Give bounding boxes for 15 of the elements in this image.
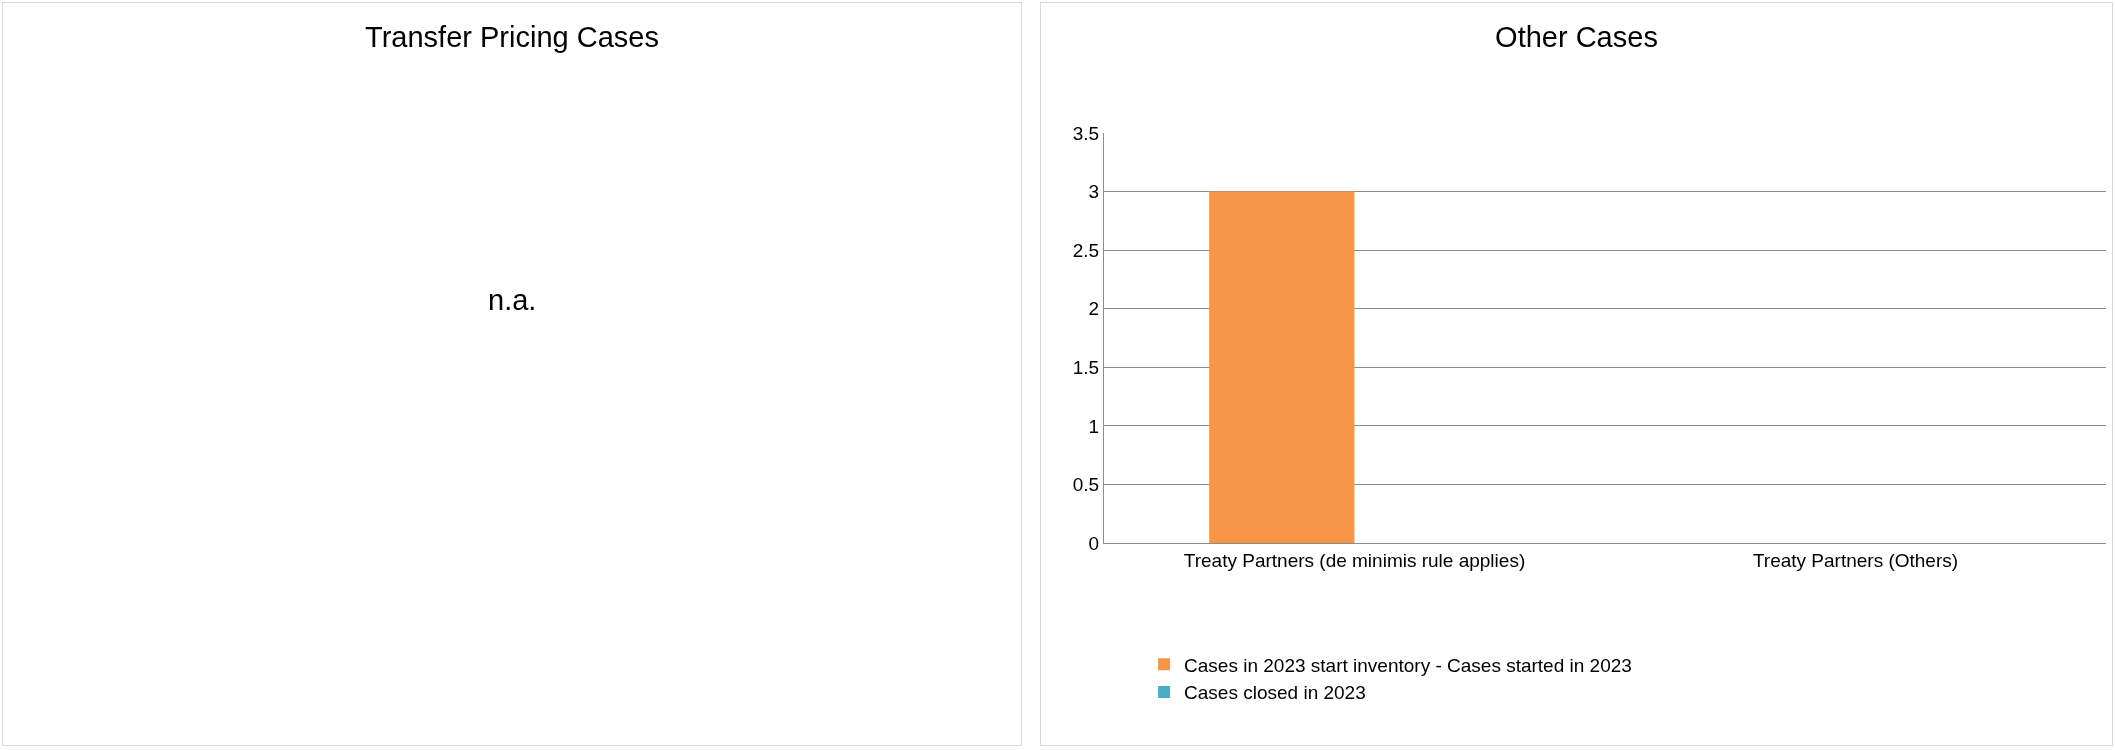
y-tick-label: 0.5 <box>1072 474 1100 496</box>
text: Transfer Pricing Cases <box>365 20 659 53</box>
y-tick-label: 0 <box>1088 532 1100 554</box>
chart-title: Other Cases <box>1495 20 1658 53</box>
x-tick-label: Treaty Partners (de minimis rule applies) <box>1183 549 1526 571</box>
y-tick-label: 2 <box>1088 298 1100 320</box>
y-tick-label: 1.5 <box>1072 356 1100 378</box>
y-tick-label: 3 <box>1088 181 1100 203</box>
y-tick-label: 1 <box>1088 415 1100 437</box>
legend-label: Cases in 2023 start inventory - Cases started in 2023 <box>1184 654 1632 676</box>
y-tick-label: 3.5 <box>1072 122 1100 144</box>
text: n.a. <box>488 284 537 316</box>
y-tick-label: 2.5 <box>1072 239 1100 261</box>
legend-label: Cases closed in 2023 <box>1184 682 1366 704</box>
x-tick-label: Treaty Partners (Others) <box>1752 549 1959 571</box>
